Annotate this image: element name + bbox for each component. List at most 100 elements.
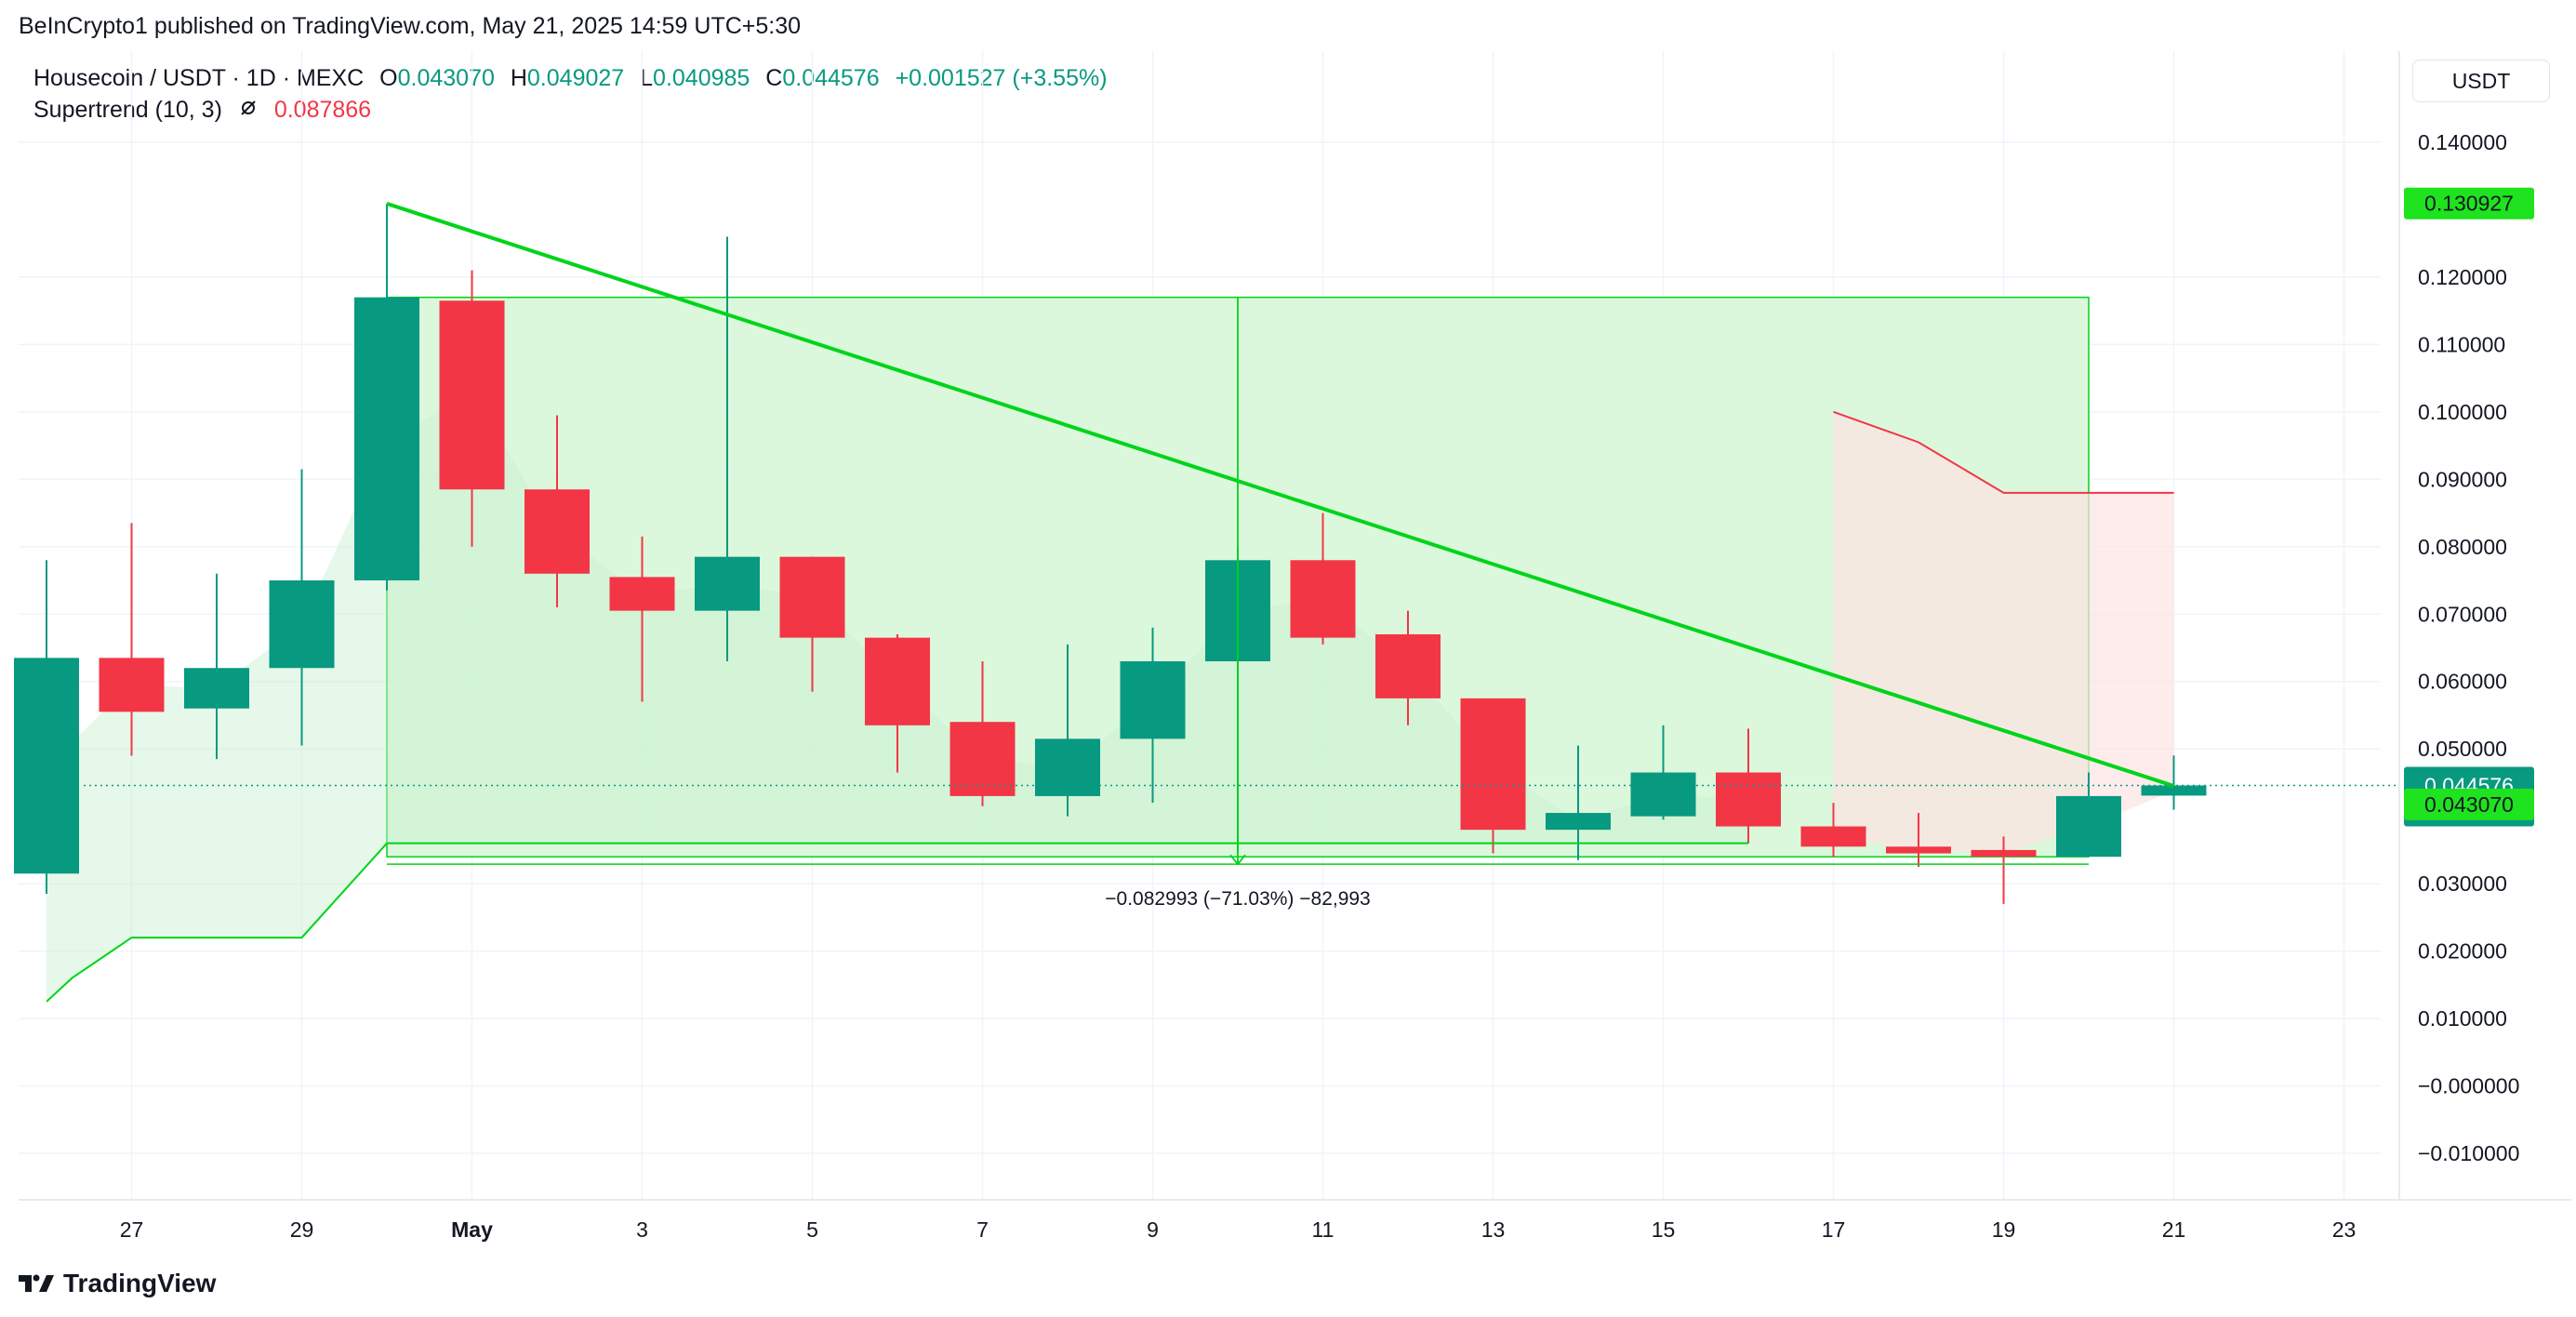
candle [269,469,335,746]
measure-label: −0.082993 (−71.03%) −82,993 [1105,888,1371,910]
low-value: L0.040985 [640,65,750,91]
high-value: H0.049027 [510,65,625,91]
price-tick-label: 0.030000 [2418,871,2507,896]
tradingview-logo-icon [19,1274,54,1292]
candle-body [99,658,165,712]
close-value: C0.044576 [765,65,880,91]
candle [1290,512,1356,645]
candle-body [184,668,249,709]
candle [1460,698,1526,854]
measure-arrow-head [1229,854,1246,866]
time-tick-label: 11 [1312,1217,1334,1242]
time-tick-label: 9 [1147,1217,1159,1242]
supertrend-down-area [1833,411,2174,854]
candle [609,536,675,702]
time-tick-label: 19 [1992,1217,2016,1242]
candle [524,415,590,608]
candle-body [779,556,845,638]
open-price-label-text: 0.043070 [2424,792,2514,817]
candle [354,203,419,591]
indicator-legend: Supertrend (10, 3) 0.087866 [33,97,380,125]
candle-body [1375,634,1441,698]
candle-body [1971,849,2037,858]
candle-body [354,297,419,581]
candle [779,556,845,692]
price-axis: 0.140000 0.120000 0.110000 0.100000 0.090000… [2418,130,2519,1165]
symbol-title[interactable]: Housecoin / USDT · 1D · MEXC [33,65,365,91]
candle-body [1630,772,1696,817]
high-price-label: 0.130927 [2404,187,2534,220]
candle-body [1800,826,1866,847]
time-tick-label: 3 [636,1217,648,1242]
candle-body [1290,560,1356,638]
supertrend-down-line [1833,410,2174,494]
candle-body [865,637,930,725]
tradingview-logo[interactable]: TradingView [19,1269,216,1298]
candle [1375,610,1441,725]
high-price-label-text: 0.130927 [2424,192,2514,216]
candle-body [1546,813,1611,831]
change-value: +0.001527 (+3.55%) [895,65,1108,91]
time-tick-label: 7 [976,1217,989,1242]
time-tick-label: 29 [290,1217,314,1242]
price-tick-label: 0.060000 [2418,670,2507,694]
price-tick-label: 0.090000 [2418,467,2507,491]
candle-body [1035,738,1100,796]
currency-button[interactable]: USDT [2412,60,2550,102]
candle [439,270,505,547]
time-tick-label: 23 [2332,1217,2357,1242]
candle [1716,728,1781,844]
time-tick-label: 15 [1652,1217,1676,1242]
eye-off-icon[interactable] [238,98,259,125]
candle [14,560,79,895]
candle-body [949,722,1016,796]
indicator-title[interactable]: Supertrend (10, 3) [33,97,222,123]
price-tick-label: 0.070000 [2418,602,2507,626]
candle-body [1716,772,1781,827]
time-tick-label: 17 [1822,1217,1846,1242]
price-tick-label: 0.010000 [2418,1006,2507,1031]
time-tick-label: May [451,1217,493,1242]
price-tick-label: −0.000000 [2418,1074,2519,1098]
symbol-legend: Housecoin / USDT · 1D · MEXC O0.043070 H… [33,65,1117,92]
time-axis: 27 29 May 3 5 7 9 11 13 15 17 19 21 23 [120,1217,2357,1242]
candle [184,573,249,760]
time-tick-label: 27 [120,1217,144,1242]
candle-body [14,658,79,874]
candle-body [2056,795,2121,858]
candle [2056,772,2121,858]
candle [1886,813,1951,868]
open-price-label: 0.043070 [2404,788,2534,820]
candle [1120,627,1186,804]
time-tick-label: 13 [1481,1217,1506,1242]
time-tick-label: 21 [2162,1217,2186,1242]
high-price-label-bg [2404,187,2534,220]
indicator-value: 0.087866 [273,97,372,123]
candle-body [269,580,335,669]
price-tick-label: 0.100000 [2418,400,2507,424]
candle-body [439,300,505,490]
candle [1971,836,2037,904]
candle [1035,644,1100,817]
candle [1800,803,1866,858]
candle [1630,725,1696,820]
time-tick-label: 5 [806,1217,818,1242]
price-tick-label: 0.020000 [2418,939,2507,964]
candle-body [2141,785,2207,796]
candle [865,634,930,773]
candle-body [1886,846,1951,854]
candle [1546,745,1611,860]
candle [99,523,165,756]
candle-body [609,577,675,611]
candle [949,660,1016,806]
price-tick-label: 0.140000 [2418,130,2507,154]
candle-body [524,489,590,574]
candle-body [1120,660,1186,739]
price-tick-label: −0.010000 [2418,1141,2519,1165]
candle [2141,755,2207,810]
candle-body [1460,698,1526,831]
price-tick-label: 0.120000 [2418,265,2507,289]
price-tick-label: 0.050000 [2418,737,2507,761]
